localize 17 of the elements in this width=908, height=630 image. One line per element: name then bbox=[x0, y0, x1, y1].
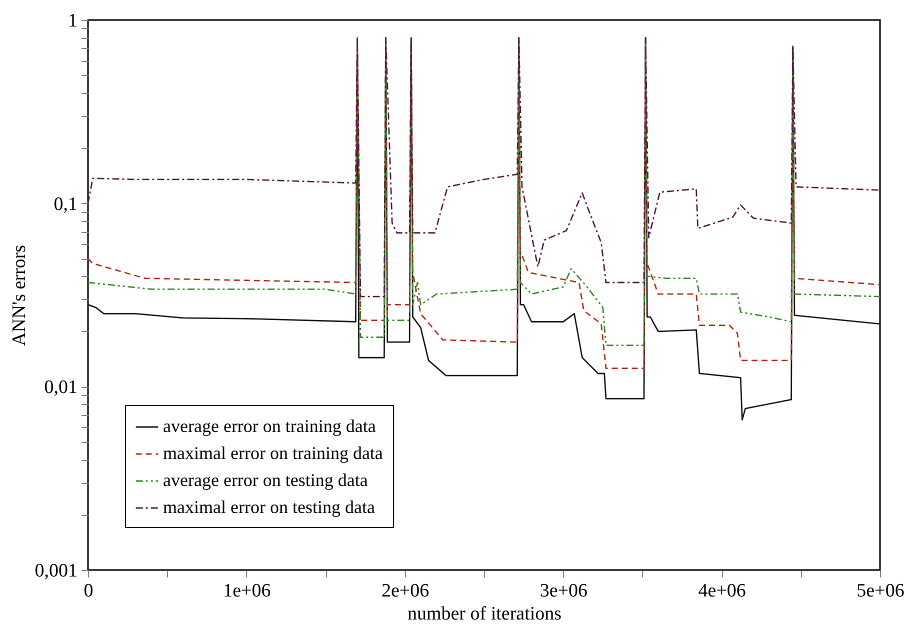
y-tick-label: 0,1 bbox=[54, 194, 78, 215]
line-series bbox=[87, 37, 881, 298]
x-tick-label: 1e+06 bbox=[223, 580, 271, 602]
x-tick-label: 4e+06 bbox=[698, 580, 746, 602]
x-tick-label: 5e+06 bbox=[856, 580, 904, 602]
legend-label: average error on training data bbox=[163, 416, 376, 436]
y-tick-label: 0,01 bbox=[44, 377, 78, 398]
y-tick-label: 0,001 bbox=[34, 560, 78, 582]
y-tick-label: 1 bbox=[68, 10, 78, 32]
x-axis-title: number of iterations bbox=[407, 604, 562, 624]
x-tick-label: 3e+06 bbox=[540, 580, 588, 602]
legend-label: average error on testing data bbox=[163, 470, 368, 490]
x-tick-label: 2e+06 bbox=[381, 580, 430, 602]
legend-label: maximal error on training data bbox=[163, 443, 383, 463]
x-tick-label: 0 bbox=[84, 580, 94, 602]
y-axis-title: ANN's errors bbox=[8, 244, 30, 346]
legend-label: maximal error on testing data bbox=[163, 497, 375, 517]
